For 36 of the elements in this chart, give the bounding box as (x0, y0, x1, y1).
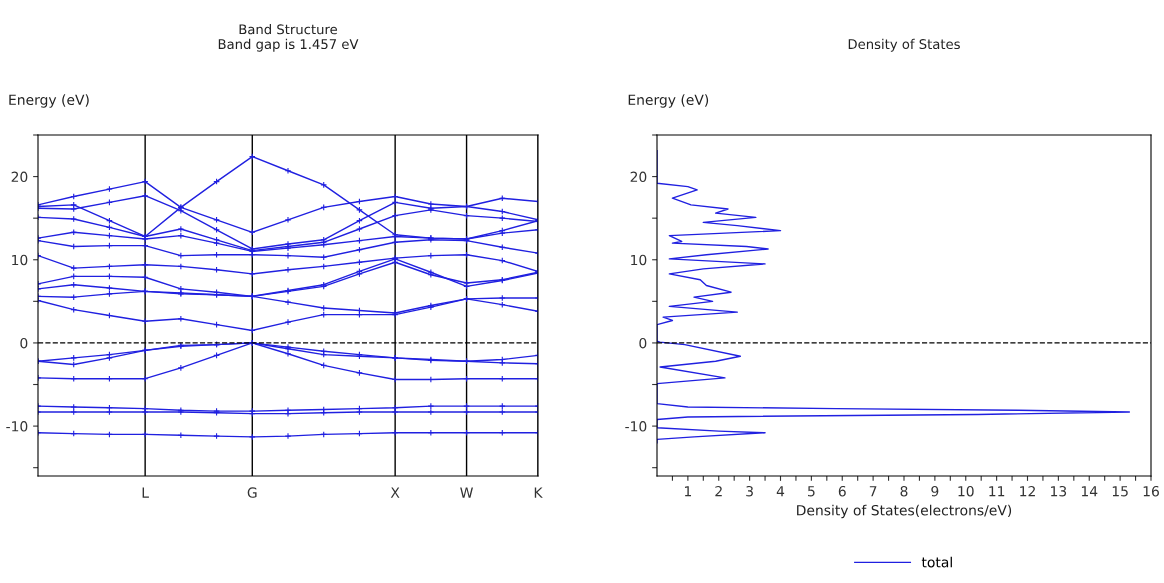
y-tick-label: 0 (20, 337, 28, 349)
x-tick-label: K (534, 487, 543, 498)
x-tick-label: 5 (808, 486, 815, 497)
y-axis-title: Energy (eV) (628, 94, 709, 108)
x-tick-label: 7 (869, 486, 877, 497)
x-tick-label: L (142, 487, 149, 498)
x-tick-label: 8 (900, 485, 908, 497)
x-tick-label: 11 (989, 486, 1005, 497)
x-tick-label: 13 (1051, 485, 1067, 497)
x-tick-label: 4 (776, 486, 785, 497)
x-tick-label: 3 (746, 485, 753, 497)
x-tick-label: 16 (1143, 485, 1159, 497)
x-tick-label: W (460, 487, 473, 498)
y-tick-label: 10 (631, 254, 647, 266)
chart-title: Density of States (848, 38, 960, 52)
x-tick-label: 2 (715, 485, 722, 497)
x-tick-label: 10 (958, 485, 974, 497)
x-tick-label: 12 (1020, 485, 1035, 497)
y-axis-title: Energy (eV) (9, 94, 89, 108)
chart-title: Band Structure (239, 24, 338, 35)
y-tick-label: 20 (630, 171, 647, 183)
y-tick-label: 10 (12, 254, 28, 266)
x-tick-label: G (247, 487, 257, 498)
x-tick-label: 6 (838, 485, 846, 497)
y-tick-label: -10 (625, 421, 647, 432)
x-tick-label: 1 (684, 486, 692, 497)
x-tick-label: 15 (1112, 486, 1128, 497)
x-axis-title: Density of States(electrons/eV) (797, 504, 1012, 519)
y-tick-label: 20 (11, 171, 28, 183)
x-tick-label: 14 (1081, 486, 1098, 497)
x-tick-label: 9 (931, 485, 939, 497)
y-tick-label: -10 (6, 421, 28, 432)
legend-label: total (921, 556, 952, 568)
chart-subtitle: Band gap is 1.457 eV (218, 38, 359, 52)
x-tick-label: X (390, 487, 400, 498)
y-tick-label: 0 (639, 337, 647, 349)
